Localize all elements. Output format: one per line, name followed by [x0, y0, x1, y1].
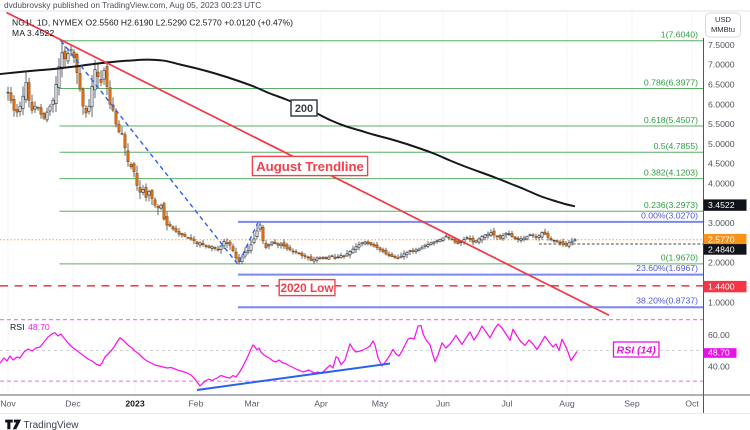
svg-text:4.5000: 4.5000 — [708, 159, 735, 169]
svg-text:4.0000: 4.0000 — [708, 179, 735, 189]
svg-text:Oct: Oct — [685, 399, 699, 409]
svg-text:Aug: Aug — [559, 399, 575, 409]
svg-text:60.00: 60.00 — [708, 330, 730, 340]
svg-text:2.4840: 2.4840 — [708, 245, 735, 255]
svg-text:August Trendline: August Trendline — [256, 159, 364, 174]
svg-text:dvdubrovsky published on Tradi: dvdubrovsky published on TradingView.com… — [4, 0, 261, 10]
svg-text:0.5(4.7855): 0.5(4.7855) — [654, 141, 699, 151]
svg-text:1.4400: 1.4400 — [708, 282, 735, 292]
svg-text:Dec: Dec — [65, 399, 81, 409]
svg-text:3.4522: 3.4522 — [27, 28, 55, 38]
svg-text:2020 Low: 2020 Low — [280, 281, 334, 295]
svg-text:Nov: Nov — [0, 399, 16, 409]
svg-text:48.70: 48.70 — [28, 322, 50, 332]
svg-text:5.5000: 5.5000 — [708, 119, 735, 129]
svg-text:0.00%(3.0270): 0.00%(3.0270) — [641, 210, 698, 220]
svg-text:RSI (14): RSI (14) — [617, 344, 657, 356]
svg-text:7.0000: 7.0000 — [708, 60, 735, 70]
svg-text:2.5770: 2.5770 — [708, 234, 735, 244]
svg-text:3.0000: 3.0000 — [708, 218, 735, 228]
svg-text:1(7.6040): 1(7.6040) — [661, 30, 698, 40]
svg-text:7.5000: 7.5000 — [708, 40, 735, 50]
svg-text:0.786(6.3977): 0.786(6.3977) — [644, 77, 698, 87]
svg-text:23.60%(1.6967): 23.60%(1.6967) — [636, 263, 698, 273]
svg-text:Sep: Sep — [624, 399, 640, 409]
svg-text:0.236(3.2973): 0.236(3.2973) — [644, 200, 698, 210]
svg-text:40.00: 40.00 — [708, 361, 730, 371]
svg-text:3.4522: 3.4522 — [708, 200, 735, 210]
svg-text:0(1.9670): 0(1.9670) — [661, 253, 698, 263]
svg-text:Apr: Apr — [314, 399, 328, 409]
svg-text:2023: 2023 — [125, 399, 144, 409]
svg-text:2.0000: 2.0000 — [708, 258, 735, 268]
svg-text:200: 200 — [295, 103, 313, 115]
svg-text:TradingView: TradingView — [24, 420, 80, 430]
svg-text:RSI: RSI — [10, 322, 24, 332]
svg-text:NG1!, 1D, NYMEX O2.5560 H2.6: NG1!, 1D, NYMEX O2.5560 H2.6190 L2.5290 … — [12, 18, 293, 28]
svg-text:MA: MA — [12, 28, 25, 38]
svg-text:USD: USD — [715, 15, 732, 24]
svg-text:38.20%(0.8737): 38.20%(0.8737) — [636, 296, 698, 306]
svg-text:48.70: 48.70 — [708, 348, 730, 358]
svg-text:Jun: Jun — [436, 399, 450, 409]
svg-text:Mar: Mar — [245, 399, 260, 409]
svg-text:0.618(5.4507): 0.618(5.4507) — [644, 115, 698, 125]
svg-text:May: May — [372, 399, 389, 409]
svg-text:Jul: Jul — [501, 399, 512, 409]
svg-text:1.0000: 1.0000 — [708, 297, 735, 307]
svg-text:0.382(4.1203): 0.382(4.1203) — [644, 167, 698, 177]
svg-text:5.0000: 5.0000 — [708, 139, 735, 149]
svg-text:Feb: Feb — [189, 399, 204, 409]
svg-text:6.0000: 6.0000 — [708, 99, 735, 109]
svg-text:MMBtu: MMBtu — [711, 25, 735, 34]
svg-text:6.5000: 6.5000 — [708, 80, 735, 90]
